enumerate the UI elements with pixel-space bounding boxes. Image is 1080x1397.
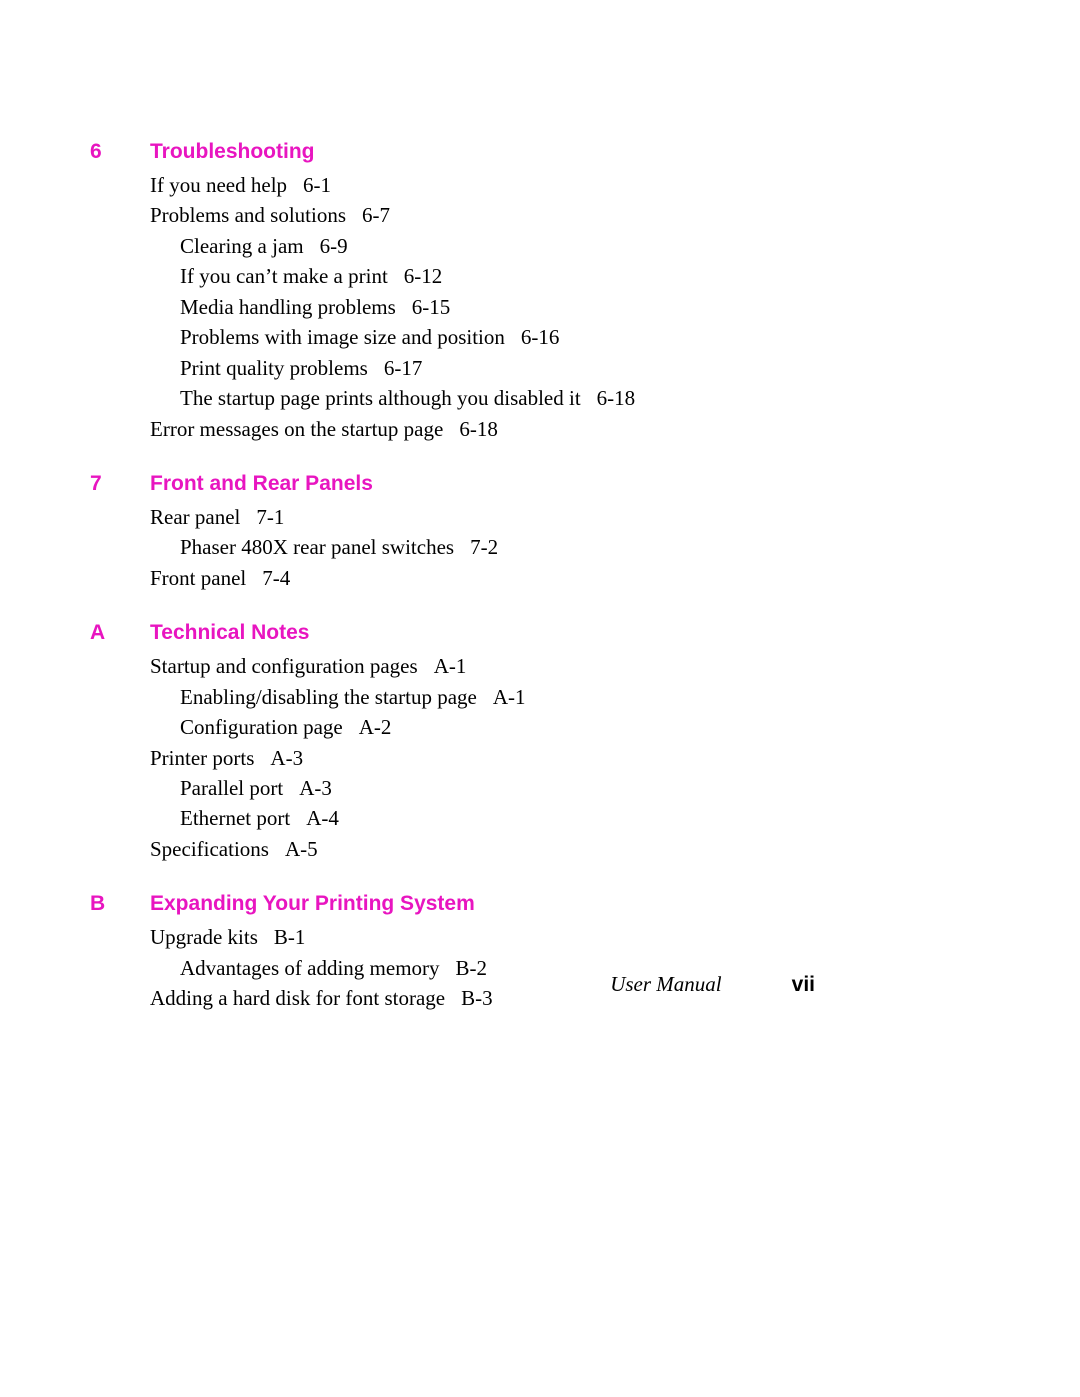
entry-text: Print quality problems [180,356,368,380]
toc-entry: Print quality problems 6-17 [180,353,980,383]
entry-page: B-3 [461,986,493,1010]
toc-entries: If you need help 6-1 Problems and solutio… [90,170,980,444]
entry-text: Front panel [150,566,246,590]
section-header: A Technical Notes [90,621,980,645]
toc-entries: Rear panel 7-1 Phaser 480X rear panel swi… [90,502,980,593]
toc-entry: Rear panel 7-1 [150,502,980,532]
toc-section-7: 7 Front and Rear Panels Rear panel 7-1 Ph… [90,472,980,593]
toc-entry: Enabling/disabling the startup page A-1 [180,682,980,712]
page-footer: User Manual vii [610,972,815,997]
entry-text: Specifications [150,837,269,861]
toc-entry: Problems and solutions 6-7 [150,200,980,230]
entry-page: 6-17 [384,356,423,380]
toc-entry: Configuration page A-2 [180,712,980,742]
toc-entry: Startup and configuration pages A-1 [150,651,980,681]
entry-page: A-3 [270,746,303,770]
toc-section-b: B Expanding Your Printing System Upgrade… [90,892,980,1013]
section-header: 6 Troubleshooting [90,140,980,164]
toc-entry: Media handling problems 6-15 [180,292,980,322]
section-number: 7 [90,472,150,496]
entry-page: 6-15 [412,295,451,319]
toc-entry: Error messages on the startup page 6-18 [150,414,980,444]
entry-page: 6-1 [303,173,331,197]
entry-page: A-3 [299,776,332,800]
section-title: Technical Notes [150,621,310,645]
entry-page: 6-12 [404,264,443,288]
entry-page: A-1 [493,685,526,709]
toc-section-a: A Technical Notes Startup and configurat… [90,621,980,864]
entry-text: Printer ports [150,746,254,770]
entry-text: Advantages of adding memory [180,956,440,980]
entry-text: Error messages on the startup page [150,417,443,441]
toc-page: 6 Troubleshooting If you need help 6-1 Pr… [0,0,1080,1014]
entry-page: A-5 [285,837,318,861]
toc-entry: Printer ports A-3 [150,743,980,773]
footer-label: User Manual [610,972,721,997]
toc-entry: If you can’t make a print 6-12 [180,261,980,291]
toc-entry: Adding a hard disk for font storage B-3 [150,983,980,1013]
toc-entry: Ethernet port A-4 [180,803,980,833]
toc-section-6: 6 Troubleshooting If you need help 6-1 Pr… [90,140,980,444]
toc-entry: Specifications A-5 [150,834,980,864]
entry-page: 6-18 [597,386,636,410]
entry-text: Problems with image size and position [180,325,505,349]
entry-page: 7-2 [470,535,498,559]
entry-page: B-2 [456,956,488,980]
entry-page: 6-9 [320,234,348,258]
entry-page: 6-7 [362,203,390,227]
entry-page: A-1 [434,654,467,678]
entry-text: Upgrade kits [150,925,258,949]
entry-text: Ethernet port [180,806,290,830]
entry-text: Clearing a jam [180,234,304,258]
footer-page-number: vii [792,973,815,997]
section-header: 7 Front and Rear Panels [90,472,980,496]
entry-text: If you can’t make a print [180,264,388,288]
entry-text: Parallel port [180,776,283,800]
section-title: Troubleshooting [150,140,314,164]
entry-page: 6-18 [459,417,498,441]
toc-entry: Front panel 7-4 [150,563,980,593]
entry-text: Configuration page [180,715,343,739]
section-header: B Expanding Your Printing System [90,892,980,916]
entry-text: The startup page prints although you dis… [180,386,581,410]
section-number: 6 [90,140,150,164]
toc-entry: If you need help 6-1 [150,170,980,200]
toc-entries: Upgrade kits B-1 Advantages of adding mem… [90,922,980,1013]
toc-entries: Startup and configuration pages A-1 Enabl… [90,651,980,864]
entry-text: Startup and configuration pages [150,654,418,678]
toc-entry: Upgrade kits B-1 [150,922,980,952]
toc-entry: Advantages of adding memory B-2 [180,953,980,983]
section-title: Expanding Your Printing System [150,892,475,916]
toc-entry: Clearing a jam 6-9 [180,231,980,261]
entry-page: B-1 [274,925,306,949]
entry-page: A-4 [306,806,339,830]
entry-text: Adding a hard disk for font storage [150,986,445,1010]
toc-entry: Phaser 480X rear panel switches 7-2 [180,532,980,562]
entry-page: A-2 [359,715,392,739]
entry-page: 7-1 [256,505,284,529]
section-number: B [90,892,150,916]
entry-text: Media handling problems [180,295,396,319]
toc-entry: Problems with image size and position 6-1… [180,322,980,352]
section-title: Front and Rear Panels [150,472,373,496]
entry-text: If you need help [150,173,287,197]
toc-entry: The startup page prints although you dis… [180,383,980,413]
entry-text: Problems and solutions [150,203,346,227]
entry-page: 7-4 [262,566,290,590]
toc-entry: Parallel port A-3 [180,773,980,803]
entry-text: Rear panel [150,505,240,529]
section-number: A [90,621,150,645]
entry-text: Enabling/disabling the startup page [180,685,477,709]
entry-text: Phaser 480X rear panel switches [180,535,454,559]
entry-page: 6-16 [521,325,560,349]
